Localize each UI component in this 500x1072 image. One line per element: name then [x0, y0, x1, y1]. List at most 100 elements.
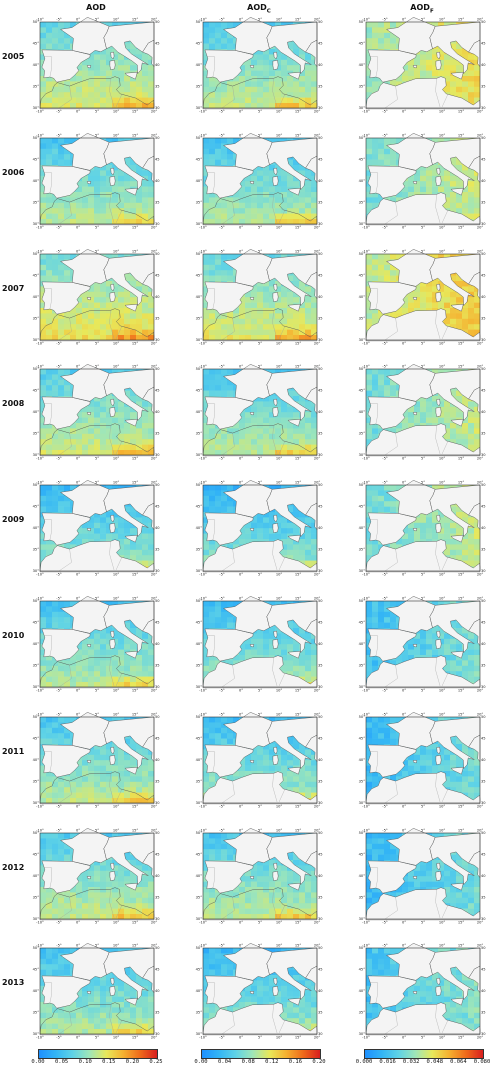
lon-tick-label: 10°	[439, 225, 446, 229]
lon-tick-label: -5°	[382, 804, 388, 808]
lon-tick-label: 5°	[258, 920, 262, 924]
lon-tick-label: 20°	[314, 225, 321, 229]
map-panel-aodf-2008: -10° -10° -5° -5° 0° 0° 5° 5° 10° 10° 15° 15° 20° 20°…	[358, 363, 486, 461]
land-mask	[365, 248, 481, 341]
lat-tick-label: 35°	[33, 200, 40, 204]
lat-tick-label: 30°	[359, 222, 366, 226]
lat-tick-label: 50°	[33, 483, 40, 487]
lon-tick-label: 20°	[314, 457, 321, 461]
lon-tick-label: 20°	[314, 944, 321, 948]
lat-tick-label: 30°	[359, 338, 366, 342]
lon-tick-label: 10°	[113, 110, 120, 114]
lon-tick-label: 15°	[458, 1036, 465, 1040]
lon-tick-label: 5°	[421, 804, 425, 808]
lon-tick-label: -10°	[362, 18, 370, 22]
lon-tick-label: -5°	[219, 1036, 225, 1040]
lon-tick-label: 20°	[314, 110, 321, 114]
lat-tick-label: 35°	[359, 316, 366, 320]
lat-tick-label: 35°	[196, 779, 203, 783]
colorbar-ticks: 0.00 0.04 0.08 0.12 0.16 0.20	[194, 1059, 331, 1067]
lon-tick-label: 15°	[132, 481, 139, 485]
land-mask	[202, 248, 318, 341]
lat-tick-label: 35°	[155, 200, 160, 204]
lon-tick-label: -10°	[362, 481, 370, 485]
lon-tick-label: 15°	[132, 457, 139, 461]
lat-tick-label: 45°	[33, 505, 40, 509]
lat-tick-label: 30°	[33, 917, 40, 921]
lat-tick-label: 50°	[33, 831, 40, 835]
lon-tick-label: 20°	[151, 457, 158, 461]
lon-tick-label: 20°	[314, 689, 321, 693]
lat-tick-label: 35°	[33, 779, 40, 783]
lon-tick-label: 20°	[151, 249, 158, 253]
lat-tick-label: 35°	[155, 664, 160, 668]
lon-tick-label: 15°	[132, 133, 139, 137]
colorbar-tick-label: 0.20	[312, 1059, 326, 1065]
lat-tick-label: 45°	[359, 736, 366, 740]
lat-tick-label: 40°	[318, 411, 323, 415]
lat-tick-label: 35°	[196, 85, 203, 89]
land-mask	[365, 943, 481, 1036]
lat-tick-label: 50°	[155, 599, 160, 603]
lon-tick-label: 15°	[458, 944, 465, 948]
colorbar-aodf	[364, 1049, 484, 1059]
lon-tick-label: 20°	[314, 573, 321, 577]
map-svg: -10° -10° -5° -5° 0° 0° 5° 5° 10° 10° 15° 15° 20° 20°…	[359, 17, 486, 114]
lon-tick-label: 5°	[258, 944, 262, 948]
lon-tick-label: 15°	[132, 225, 139, 229]
lat-tick-label: 30°	[196, 222, 203, 226]
lon-tick-label: 0°	[239, 110, 243, 114]
lat-tick-label: 45°	[155, 968, 160, 972]
lon-tick-label: -10°	[199, 110, 207, 114]
lat-tick-label: 45°	[359, 389, 366, 393]
lat-tick-label: 40°	[359, 874, 366, 878]
map-svg: -10° -10° -5° -5° 0° 0° 5° 5° 10° 10° 15° 15° 20° 20°…	[359, 943, 486, 1040]
lon-tick-label: 15°	[295, 573, 302, 577]
map-panel-aodc-2009: -10° -10° -5° -5° 0° 0° 5° 5° 10° 10° 15° 15° 20° 20°…	[195, 479, 323, 577]
lon-tick-label: 15°	[458, 18, 465, 22]
lon-tick-label: -10°	[362, 1036, 370, 1040]
map-svg: -10° -10° -5° -5° 0° 0° 5° 5° 10° 10° 15° 15° 20° 20°…	[196, 17, 323, 114]
lat-tick-label: 30°	[196, 106, 203, 110]
lon-tick-label: 0°	[76, 944, 80, 948]
lon-tick-label: -5°	[56, 804, 62, 808]
lat-tick-label: 35°	[359, 664, 366, 668]
lat-tick-label: 40°	[33, 526, 40, 530]
lon-tick-label: 10°	[439, 689, 446, 693]
lon-tick-label: 10°	[276, 597, 283, 601]
lon-tick-label: -10°	[36, 1036, 44, 1040]
lat-tick-label: 35°	[196, 664, 203, 668]
lat-tick-label: 30°	[155, 454, 160, 458]
lat-tick-label: 45°	[196, 42, 203, 46]
map-panel-aodc-2012: -10° -10° -5° -5° 0° 0° 5° 5° 10° 10° 15° 15° 20° 20°…	[195, 827, 323, 925]
lon-tick-label: 5°	[421, 689, 425, 693]
lat-tick-label: 50°	[196, 20, 203, 24]
lat-tick-label: 30°	[155, 1033, 160, 1037]
lat-tick-label: 30°	[33, 569, 40, 573]
lon-tick-label: 0°	[76, 804, 80, 808]
lon-tick-label: 0°	[76, 133, 80, 137]
lon-tick-label: -10°	[36, 18, 44, 22]
lat-tick-label: 50°	[196, 136, 203, 140]
lat-tick-label: 50°	[33, 252, 40, 256]
lon-tick-label: 5°	[421, 828, 425, 832]
lon-tick-label: 0°	[239, 828, 243, 832]
lat-tick-label: 30°	[318, 917, 323, 921]
lon-tick-label: 20°	[477, 225, 484, 229]
lat-tick-label: 40°	[481, 758, 486, 762]
lat-tick-label: 40°	[155, 63, 160, 67]
lon-tick-label: 15°	[295, 249, 302, 253]
lat-tick-label: 30°	[33, 1033, 40, 1037]
map-svg: -10° -10° -5° -5° 0° 0° 5° 5° 10° 10° 15° 15° 20° 20°…	[33, 17, 160, 114]
lat-tick-label: 35°	[481, 664, 486, 668]
lon-tick-label: 10°	[439, 1036, 446, 1040]
lon-tick-label: 10°	[439, 133, 446, 137]
lat-tick-label: 35°	[318, 200, 323, 204]
lat-tick-label: 45°	[155, 505, 160, 509]
lon-tick-label: 0°	[76, 481, 80, 485]
lon-tick-label: -5°	[219, 712, 225, 716]
lon-tick-label: 5°	[421, 597, 425, 601]
land-mask	[365, 132, 481, 225]
lon-tick-label: 0°	[239, 944, 243, 948]
map-panel-aod-2013: -10° -10° -5° -5° 0° 0° 5° 5° 10° 10° 15° 15° 20° 20°…	[32, 942, 160, 1040]
